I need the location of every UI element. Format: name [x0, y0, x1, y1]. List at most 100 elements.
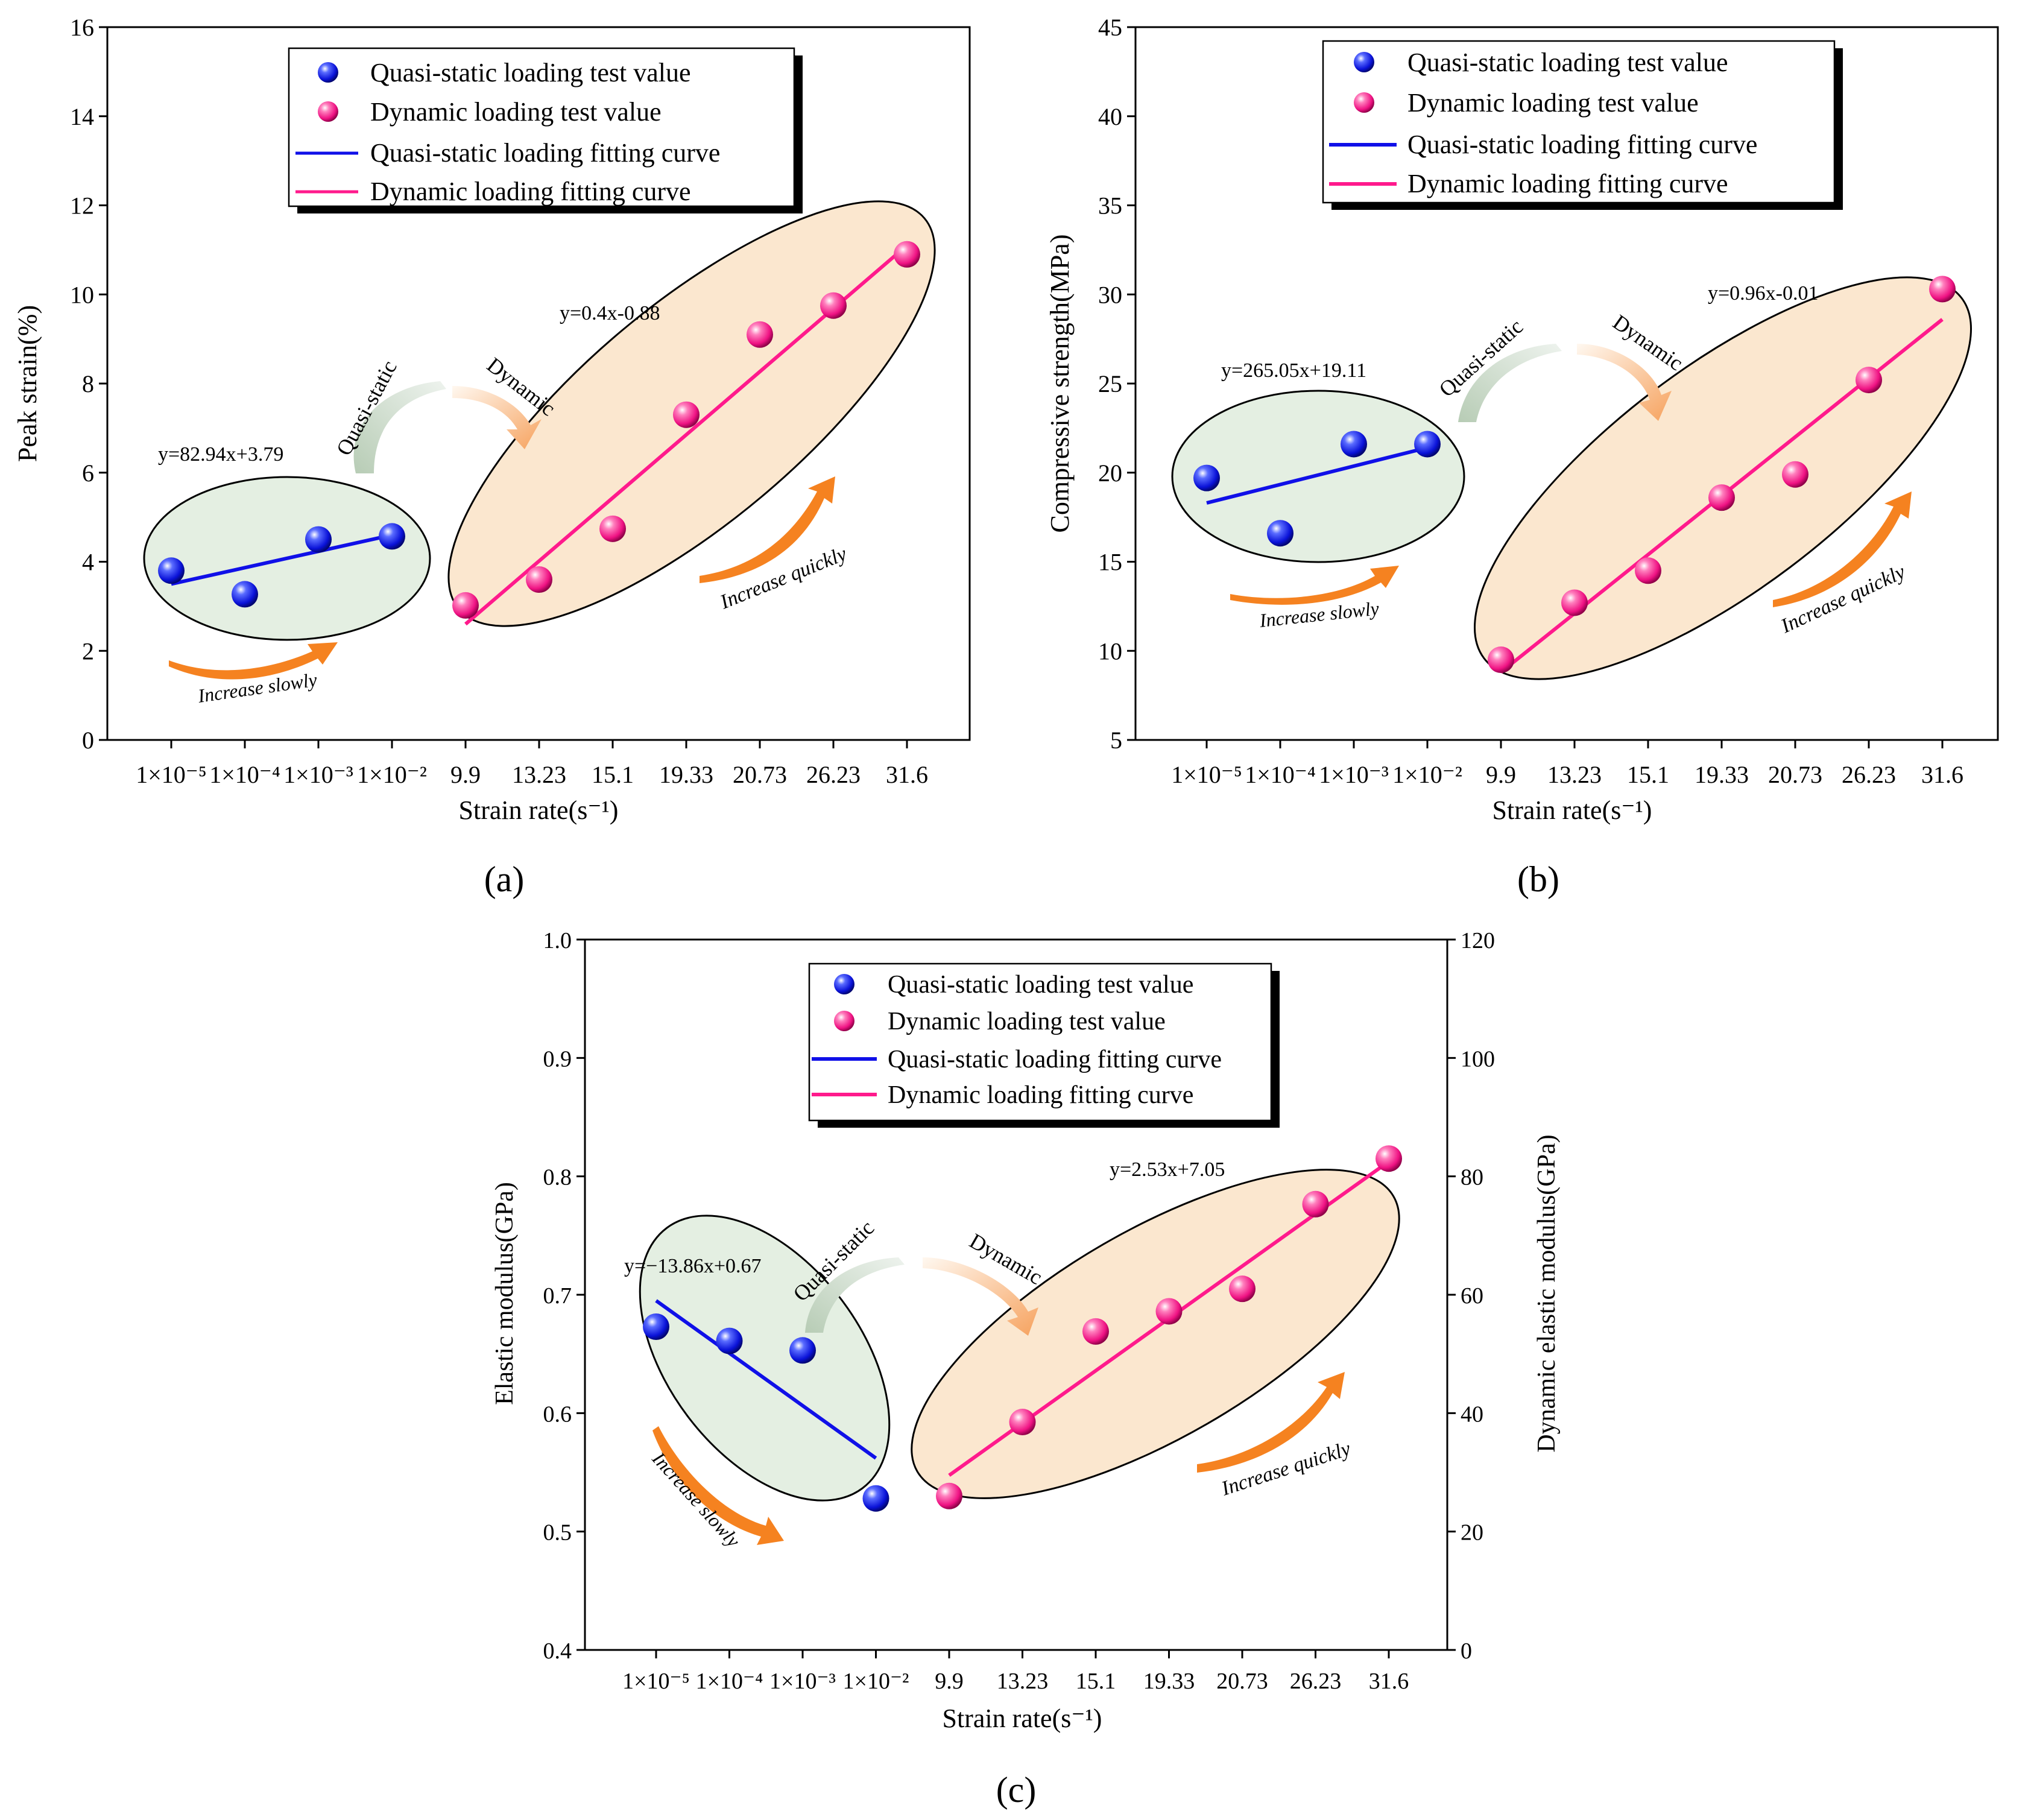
dynamic-point [1635, 557, 1661, 584]
x-tick-label: 26.23 [1842, 761, 1896, 788]
x-tick-label: 31.6 [1369, 1669, 1409, 1694]
legend-quasi-marker [834, 974, 854, 994]
x-tick-label: 26.23 [1290, 1669, 1342, 1694]
y-right-ticks: 0 20 40 60 80 100 120 [1447, 928, 1495, 1664]
y-tick-label: 15 [1098, 549, 1122, 576]
y-tick-label: 30 [1098, 281, 1122, 308]
x-tick-label: 19.33 [1143, 1669, 1195, 1694]
y-axis-label: Elastic modulus(GPa) [491, 1182, 519, 1405]
dynamic-point [820, 292, 847, 319]
dynamic-point [1561, 589, 1588, 616]
quasi-point [379, 523, 405, 550]
quasi-point [643, 1313, 669, 1341]
legend-dynamic-fit: Dynamic loading fitting curve [888, 1081, 1193, 1109]
y-tick-label: 16 [70, 14, 94, 41]
y-right-tick-label: 40 [1461, 1401, 1483, 1427]
dynamic-fit-equation: y=0.4x-0.88 [560, 302, 660, 324]
y-tick-label: 45 [1098, 14, 1122, 41]
x-tick-label: 1×10⁻⁴ [696, 1669, 763, 1694]
x-tick-label: 20.73 [1216, 1669, 1268, 1694]
dynamic-arc-icon [1577, 344, 1672, 421]
y-right-tick-label: 0 [1461, 1638, 1472, 1664]
increase-slowly-arrow-icon [1230, 566, 1399, 605]
dynamic-point [1856, 367, 1882, 394]
x-tick-label: 1×10⁻² [357, 761, 427, 788]
x-tick-label: 19.33 [1695, 761, 1749, 788]
y-right-tick-label: 100 [1461, 1046, 1495, 1072]
x-tick-label: 31.6 [1921, 761, 1963, 788]
x-tick-label: 13.23 [997, 1669, 1049, 1694]
x-tick-label: 1×10⁻³ [1319, 761, 1389, 788]
dynamic-point [1009, 1409, 1036, 1436]
dynamic-point [1929, 276, 1956, 303]
x-tick-label: 9.9 [935, 1669, 964, 1694]
y-tick-label: 25 [1098, 370, 1122, 397]
dynamic-point [1376, 1145, 1402, 1172]
dynamic-point [673, 401, 700, 428]
dynamic-fit-equation: y=2.53x+7.05 [1110, 1158, 1225, 1181]
x-tick-label: 1×10⁻⁵ [622, 1669, 690, 1694]
x-tick-label: 15.1 [1627, 761, 1669, 788]
y-tick-label: 0.6 [543, 1401, 572, 1427]
x-tick-label: 20.73 [733, 761, 787, 788]
y-right-tick-label: 20 [1461, 1520, 1483, 1546]
y-tick-label: 1.0 [543, 928, 572, 953]
quasi-point [1267, 520, 1293, 547]
quasi-fit-line [655, 1299, 877, 1460]
increase-slowly-arrow-icon [169, 642, 338, 680]
y-right-tick-label: 120 [1461, 928, 1495, 953]
quasi-point [1193, 464, 1220, 491]
dynamic-point [1155, 1298, 1183, 1325]
legend-quasi-points: Quasi-static loading test value [888, 971, 1193, 999]
increase-quickly-label: Increase quickly [1218, 1437, 1354, 1500]
quasi-fit-line [171, 533, 393, 586]
dynamic-label: Dynamic [482, 353, 560, 421]
x-ticks: 1×10⁻⁵ 1×10⁻⁴ 1×10⁻³ 1×10⁻² 9.9 13.23 15.1 19.3… [622, 1650, 1409, 1694]
y-axis-label-right: Dynamic elastic modulus(GPa) [1533, 1134, 1561, 1452]
legend-dynamic-marker [318, 101, 338, 122]
x-tick-label: 13.23 [1547, 761, 1602, 788]
x-tick-label: 1×10⁻² [843, 1669, 909, 1694]
legend: Quasi-static loading test value Dynamic … [288, 47, 803, 213]
y-right-tick-label: 60 [1461, 1283, 1483, 1309]
x-ticks: 1×10⁻⁵ 1×10⁻⁴ 1×10⁻³ 1×10⁻² 9.9 13.23 15.1 19.3… [136, 740, 928, 788]
y-tick-label: 0.8 [543, 1165, 572, 1190]
y-tick-label: 20 [1098, 460, 1122, 487]
y-tick-label: 0.7 [543, 1283, 572, 1309]
quasi-point [158, 557, 185, 584]
panel-label: (c) [996, 1770, 1037, 1810]
y-grid-ticks: 0 2 4 6 8 10 12 14 16 [70, 14, 107, 754]
y-tick-label: 0.4 [543, 1638, 572, 1664]
increase-quickly-arrow-icon [700, 476, 835, 583]
legend-dynamic-marker [1354, 92, 1374, 113]
panel-label: (b) [1517, 859, 1559, 899]
x-tick-label: 1×10⁻⁵ [136, 761, 207, 788]
y-grid-ticks: 5 10 15 20 25 30 35 40 45 [1098, 14, 1136, 754]
y-tick-label: 10 [1098, 637, 1122, 665]
legend-dynamic-points: Dynamic loading test value [888, 1008, 1166, 1035]
legend-dynamic-points: Dynamic loading test value [370, 97, 662, 127]
quasi-fit-equation: y=265.05x+19.11 [1221, 359, 1366, 382]
legend-quasi-fit: Quasi-static loading fitting curve [1407, 130, 1757, 159]
x-ticks: 1×10⁻⁵ 1×10⁻⁴ 1×10⁻³ 1×10⁻² 9.9 13.23 15.1 19.3… [1171, 740, 1963, 788]
data-points [158, 241, 920, 619]
dynamic-arc-icon [452, 386, 542, 449]
x-tick-label: 15.1 [592, 761, 634, 788]
dynamic-arc-icon [923, 1257, 1038, 1336]
increase-quickly-arrow-icon [1773, 491, 1912, 607]
quasi-fit-line [1206, 446, 1428, 505]
x-axis-label: Strain rate(s⁻¹) [943, 1704, 1102, 1733]
y-tick-label: 2 [82, 637, 94, 665]
quasi-point [305, 526, 332, 553]
legend-quasi-fit: Quasi-static loading fitting curve [888, 1046, 1222, 1073]
legend-dynamic-fit: Dynamic loading fitting curve [1407, 169, 1728, 198]
x-tick-label: 26.23 [806, 761, 861, 788]
panel-b: 5 10 15 20 25 30 35 40 45 1×10⁻⁵ 1×10⁻⁴ 1×10⁻³ 1×10… [1045, 14, 1999, 899]
dynamic-point [1708, 484, 1735, 511]
quasi-static-arc-icon [1458, 344, 1562, 422]
legend-quasi-points: Quasi-static loading test value [1407, 48, 1728, 77]
y-tick-label: 0.9 [543, 1046, 572, 1072]
dynamic-point [1782, 461, 1808, 488]
y-tick-label: 12 [70, 192, 94, 220]
quasi-point [862, 1485, 889, 1512]
